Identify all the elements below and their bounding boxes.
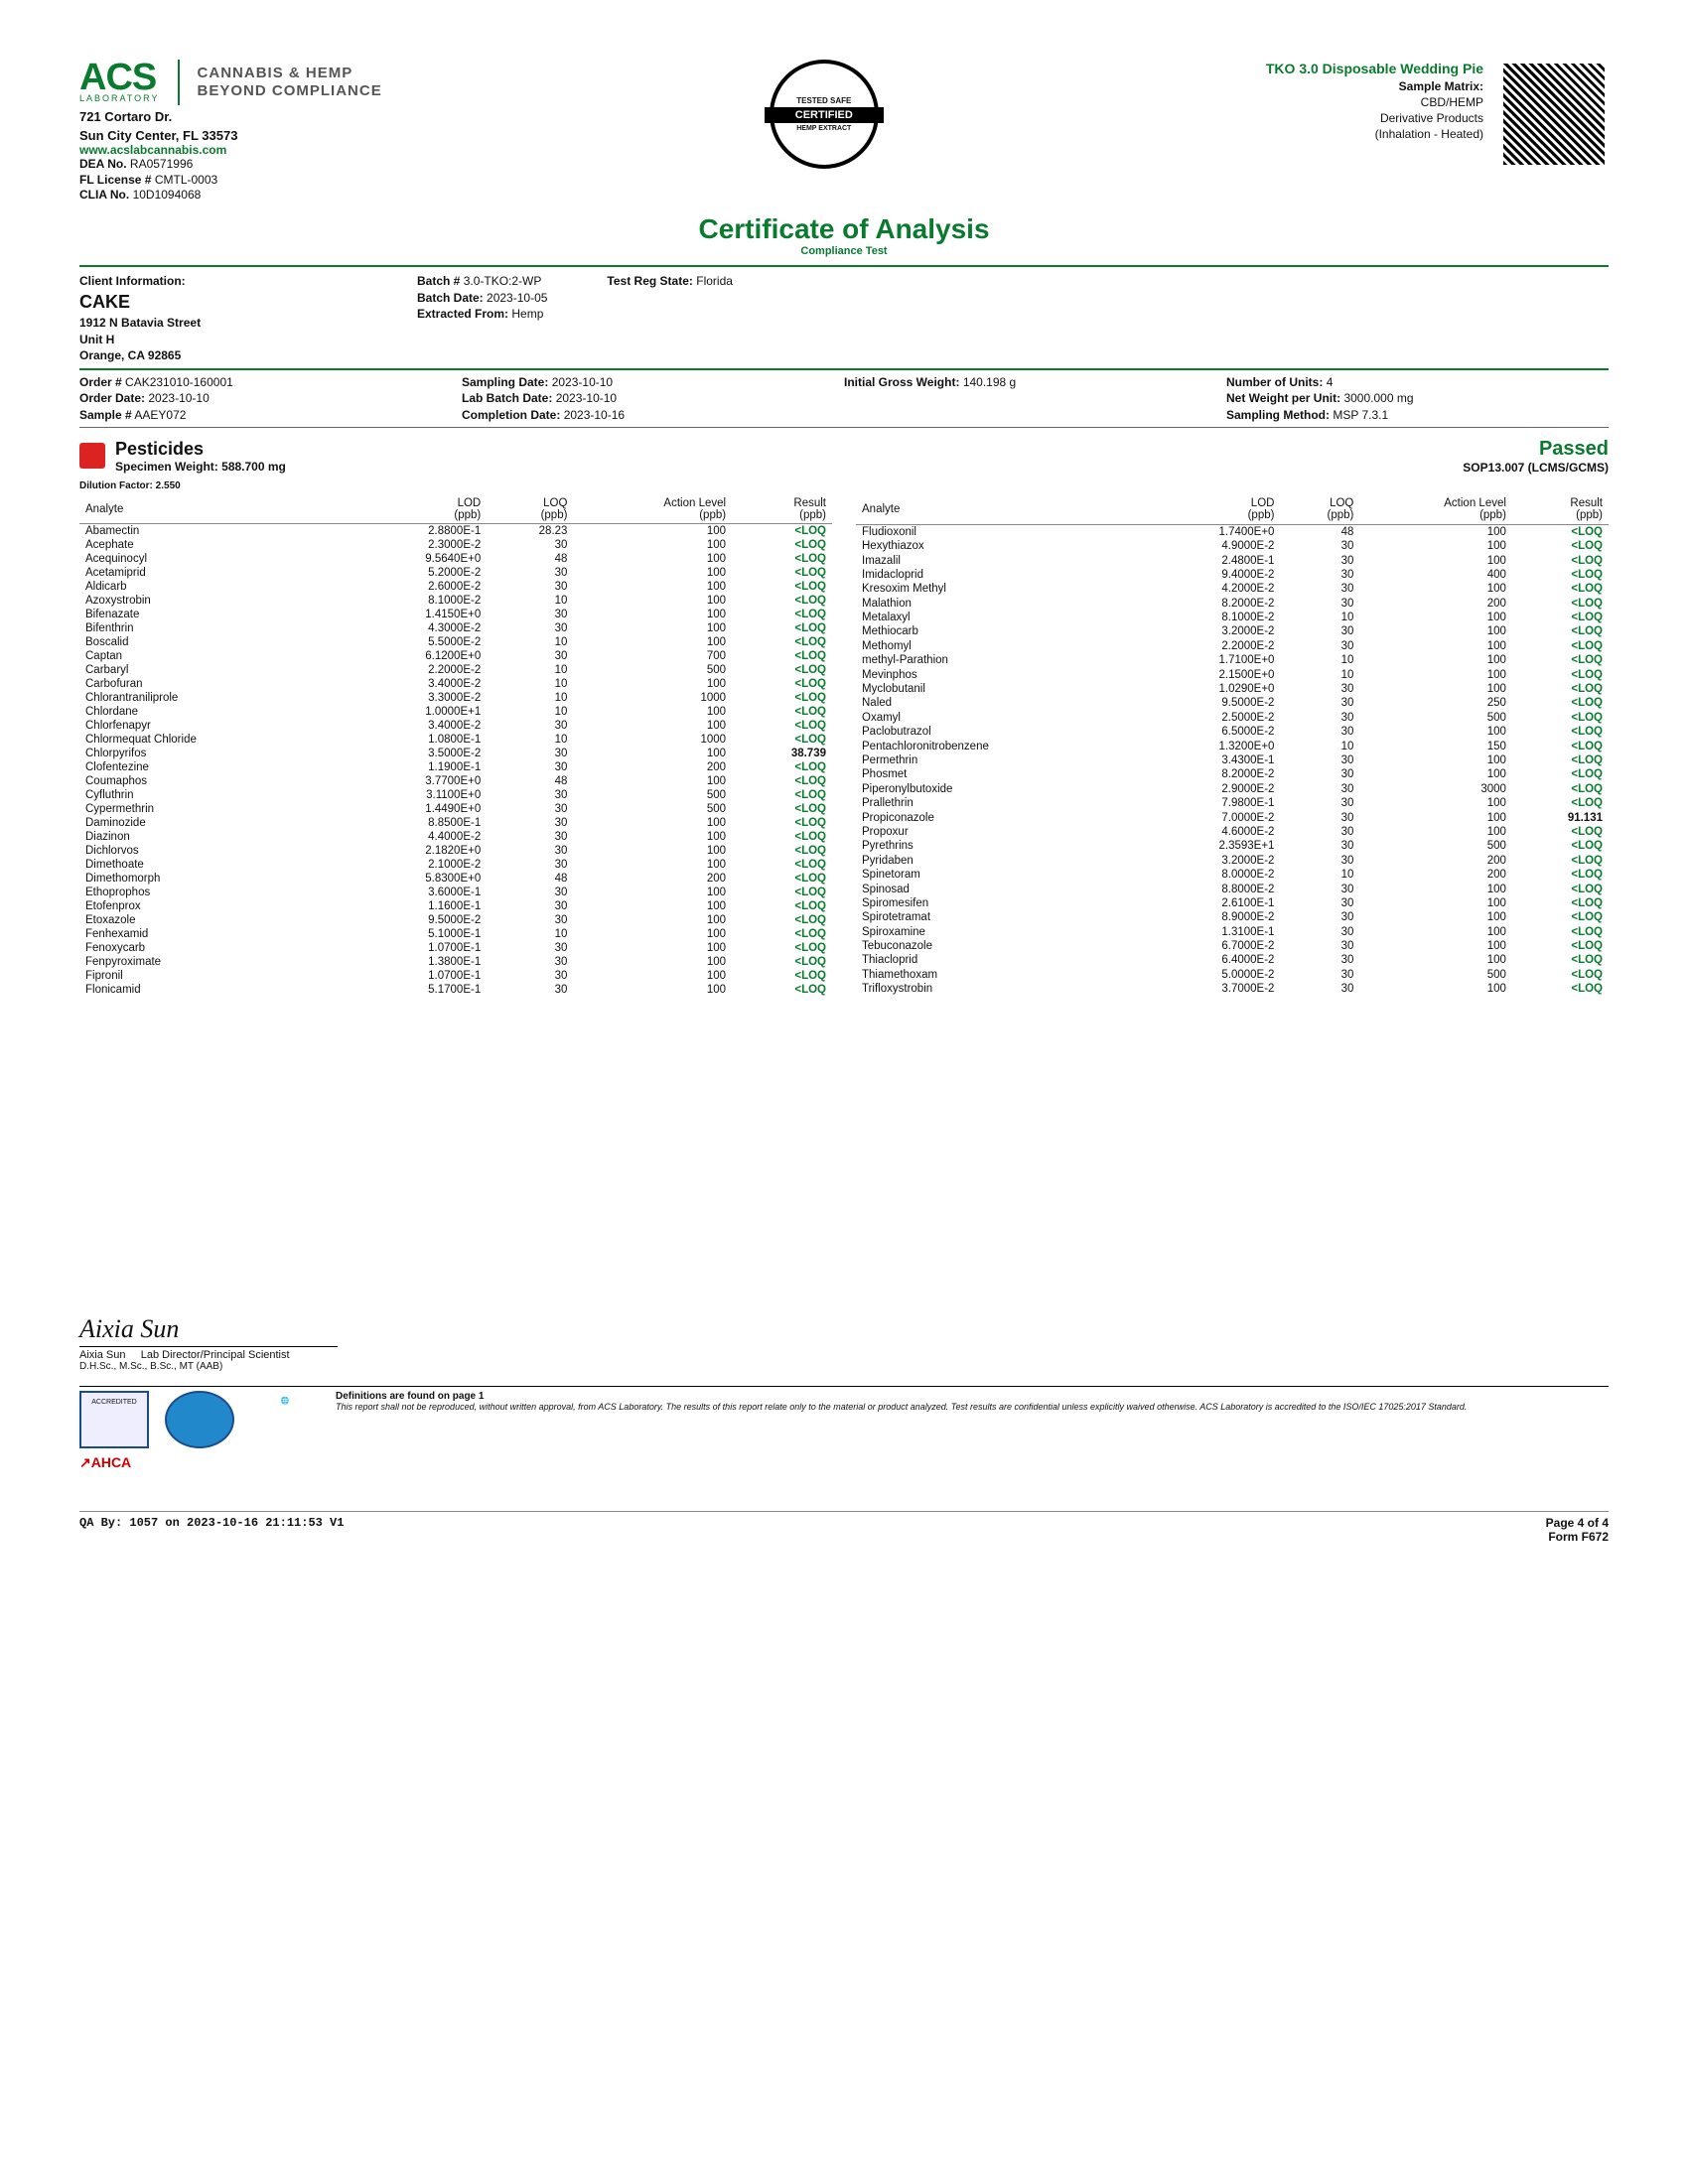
sample-info: TKO 3.0 Disposable Wedding Pie Sample Ma… bbox=[1266, 60, 1483, 143]
logo-tagline-2: BEYOND COMPLIANCE bbox=[198, 82, 382, 100]
logo-text: ACS bbox=[79, 62, 160, 93]
lab-info-block: ACS LABORATORY CANNABIS & HEMP BEYOND CO… bbox=[79, 60, 382, 204]
matrix-label: Sample Matrix: bbox=[1399, 79, 1483, 93]
dea-line: DEA No. RA0571996 bbox=[79, 157, 382, 173]
divider bbox=[79, 265, 1609, 267]
signature-name-role: Aixia Sun Lab Director/Principal Scienti… bbox=[79, 1349, 1609, 1361]
signature-creds: D.H.Sc., M.Sc., B.Sc., MT (AAB) bbox=[79, 1361, 1609, 1372]
client-col: Client Information: CAKE 1912 N Batavia … bbox=[79, 273, 357, 364]
sop-label: SOP13.007 (LCMS/GCMS) bbox=[1463, 461, 1609, 475]
logo-tagline: CANNABIS & HEMP BEYOND COMPLIANCE bbox=[198, 65, 382, 100]
client-batch-row: Client Information: CAKE 1912 N Batavia … bbox=[79, 273, 1609, 364]
divider bbox=[79, 427, 1609, 428]
matrix1: CBD/HEMP bbox=[1266, 94, 1483, 110]
pesticide-icon bbox=[79, 443, 105, 469]
lab-addr2: Sun City Center, FL 33573 bbox=[79, 128, 382, 143]
logo-subtext: LABORATORY bbox=[79, 93, 160, 103]
sample-title: TKO 3.0 Disposable Wedding Pie bbox=[1266, 60, 1483, 78]
pest-left: Pesticides Specimen Weight: 588.700 mg bbox=[79, 439, 286, 474]
clia-line: CLIA No. 10D1094068 bbox=[79, 188, 382, 204]
certified-badge-icon: TESTED SAFE CERTIFIED HEMP EXTRACT bbox=[770, 60, 879, 169]
badge-top: TESTED SAFE bbox=[796, 96, 851, 105]
signature-line bbox=[79, 1346, 338, 1347]
pesticides-tables: AnalyteLOD(ppb)LOQ(ppb)Action Level(ppb)… bbox=[79, 495, 1609, 997]
divider bbox=[79, 368, 1609, 370]
accredited-badge-icon: ACCREDITED bbox=[79, 1391, 149, 1448]
pesticides-table-right: AnalyteLOD(ppb)LOQ(ppb)Action Level(ppb)… bbox=[856, 495, 1609, 997]
badge-mid: CERTIFIED bbox=[765, 107, 884, 123]
client-addr2: Unit H bbox=[79, 333, 114, 346]
disclaimer-text: This report shall not be reproduced, wit… bbox=[336, 1402, 1467, 1412]
qa-footer: QA By: 1057 on 2023-10-16 21:11:53 V1 Pa… bbox=[79, 1511, 1609, 1544]
batch-col: Batch # 3.0-TKO:2-WP Batch Date: 2023-10… bbox=[417, 273, 547, 364]
dilution-factor: Dilution Factor: 2.550 bbox=[79, 480, 1609, 491]
pesticides-table-left: AnalyteLOD(ppb)LOQ(ppb)Action Level(ppb)… bbox=[79, 495, 832, 997]
qa-stamp: QA By: 1057 on 2023-10-16 21:11:53 V1 bbox=[79, 1516, 344, 1544]
sample-header-block: TKO 3.0 Disposable Wedding Pie Sample Ma… bbox=[1266, 60, 1609, 169]
coa-title: Certificate of Analysis bbox=[79, 213, 1609, 245]
qr-code-icon[interactable] bbox=[1499, 60, 1609, 169]
footer-bar: ACCREDITED 🌐 Definitions are found on pa… bbox=[79, 1386, 1609, 1448]
regstate-col: Test Reg State: Florida bbox=[607, 273, 733, 364]
fl-line: FL License # CMTL-0003 bbox=[79, 173, 382, 189]
order-col4: Number of Units: 4 Net Weight per Unit: … bbox=[1226, 374, 1609, 423]
pest-title-block: Pesticides Specimen Weight: 588.700 mg bbox=[115, 439, 286, 474]
matrix2: Derivative Products bbox=[1266, 110, 1483, 126]
order-col2: Sampling Date: 2023-10-10 Lab Batch Date… bbox=[462, 374, 844, 423]
order-col3: Initial Gross Weight: 140.198 g bbox=[844, 374, 1226, 423]
pesticides-header: Pesticides Specimen Weight: 588.700 mg P… bbox=[79, 438, 1609, 475]
client-addr3: Orange, CA 92865 bbox=[79, 348, 181, 362]
disclaimer-block: Definitions are found on page 1 This rep… bbox=[336, 1391, 1609, 1412]
cert-seal-icon bbox=[165, 1391, 234, 1448]
logo-divider bbox=[178, 60, 180, 105]
lab-url[interactable]: www.acslabcannabis.com bbox=[79, 143, 382, 157]
signature-block: Aixia Sun Aixia Sun Lab Director/Princip… bbox=[79, 1314, 1609, 1372]
badge-bot: HEMP EXTRACT bbox=[796, 125, 851, 132]
logo-acs: ACS LABORATORY bbox=[79, 62, 160, 103]
logo-tagline-1: CANNABIS & HEMP bbox=[198, 65, 382, 82]
pest-right: Passed SOP13.007 (LCMS/GCMS) bbox=[1463, 438, 1609, 475]
coa-subtitle: Compliance Test bbox=[79, 245, 1609, 257]
order-col1: Order # CAK231010-160001 Order Date: 202… bbox=[79, 374, 462, 423]
matrix3: (Inhalation - Heated) bbox=[1266, 126, 1483, 142]
defs-title: Definitions are found on page 1 bbox=[336, 1391, 484, 1402]
spec-weight: Specimen Weight: 588.700 mg bbox=[115, 460, 286, 474]
pest-title: Pesticides bbox=[115, 439, 286, 460]
lab-addr1: 721 Cortaro Dr. bbox=[79, 109, 382, 124]
page-header: ACS LABORATORY CANNABIS & HEMP BEYOND CO… bbox=[79, 60, 1609, 204]
logo-block: ACS LABORATORY CANNABIS & HEMP BEYOND CO… bbox=[79, 60, 382, 105]
client-addr1: 1912 N Batavia Street bbox=[79, 316, 201, 330]
client-name: CAKE bbox=[79, 292, 130, 312]
signature-script: Aixia Sun bbox=[79, 1314, 1609, 1344]
order-row: Order # CAK231010-160001 Order Date: 202… bbox=[79, 374, 1609, 423]
dea-seal-icon: 🌐 bbox=[250, 1391, 320, 1448]
client-heading: Client Information: bbox=[79, 274, 186, 288]
ahca-badge-icon: ↗AHCA bbox=[79, 1454, 1609, 1471]
passed-label: Passed bbox=[1463, 438, 1609, 461]
page-info: Page 4 of 4Form F672 bbox=[1546, 1516, 1609, 1544]
